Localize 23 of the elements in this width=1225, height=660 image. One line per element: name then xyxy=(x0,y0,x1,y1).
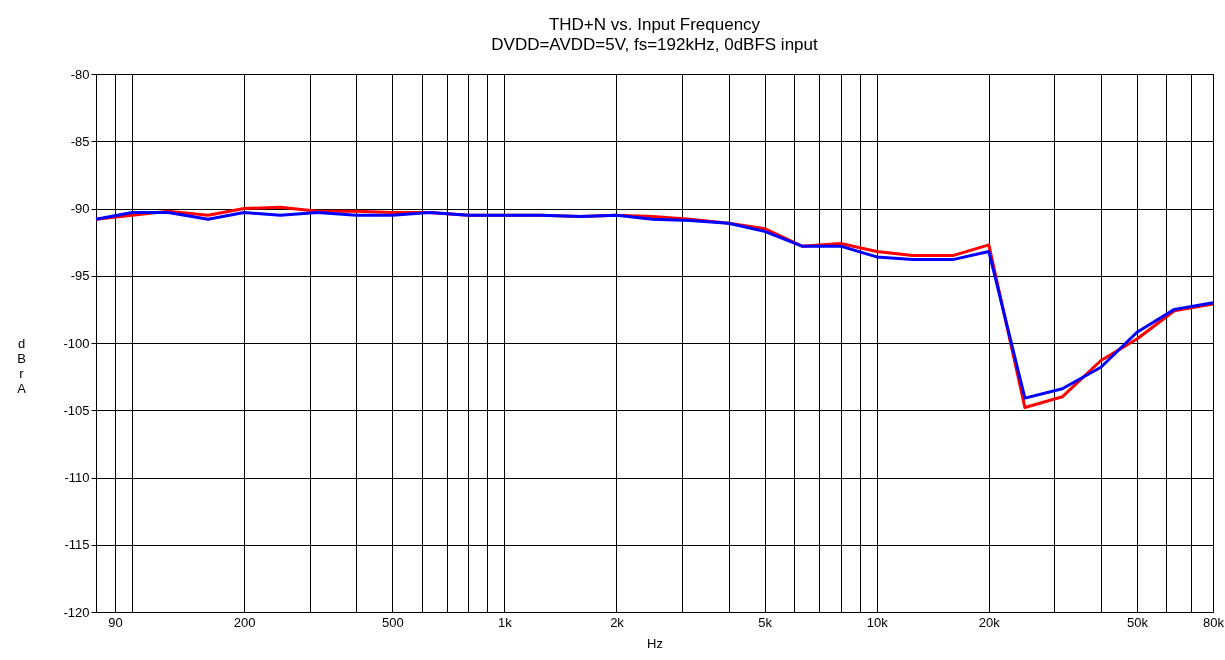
y-tick-label: -110 xyxy=(64,470,90,485)
x-tick-label: 500 xyxy=(381,614,404,630)
chart-title: THD+N vs. Input Frequency xyxy=(548,15,761,34)
y-tick-label: -100 xyxy=(63,335,90,351)
x-tick-label: 5k xyxy=(758,614,773,630)
x-tick-label: 2k xyxy=(610,614,625,630)
y-tick-label: -95 xyxy=(70,268,90,284)
x-tick-label: 20k xyxy=(978,614,1001,630)
chart-subtitle: DVDD=AVDD=5V, fs=192kHz, 0dBFS input xyxy=(491,35,818,54)
y-tick-label: -120 xyxy=(63,604,90,620)
y-tick-label: -85 xyxy=(70,133,90,149)
y-tick-label: -80 xyxy=(70,66,90,82)
y-tick-label: -115 xyxy=(64,537,90,553)
x-tick-label: 80k xyxy=(1203,614,1225,630)
y-axis-title: dBr A xyxy=(17,335,27,396)
x-tick-label: 90 xyxy=(108,614,123,630)
y-tick-label: -105 xyxy=(63,402,90,418)
y-tick-label: -90 xyxy=(70,201,90,216)
x-axis-title: Hz xyxy=(647,635,663,651)
x-tick-label: 200 xyxy=(233,614,256,630)
x-tick-label: 10k xyxy=(866,614,889,630)
x-tick-label: 1k xyxy=(498,614,513,630)
x-tick-label: 50k xyxy=(1127,614,1149,630)
